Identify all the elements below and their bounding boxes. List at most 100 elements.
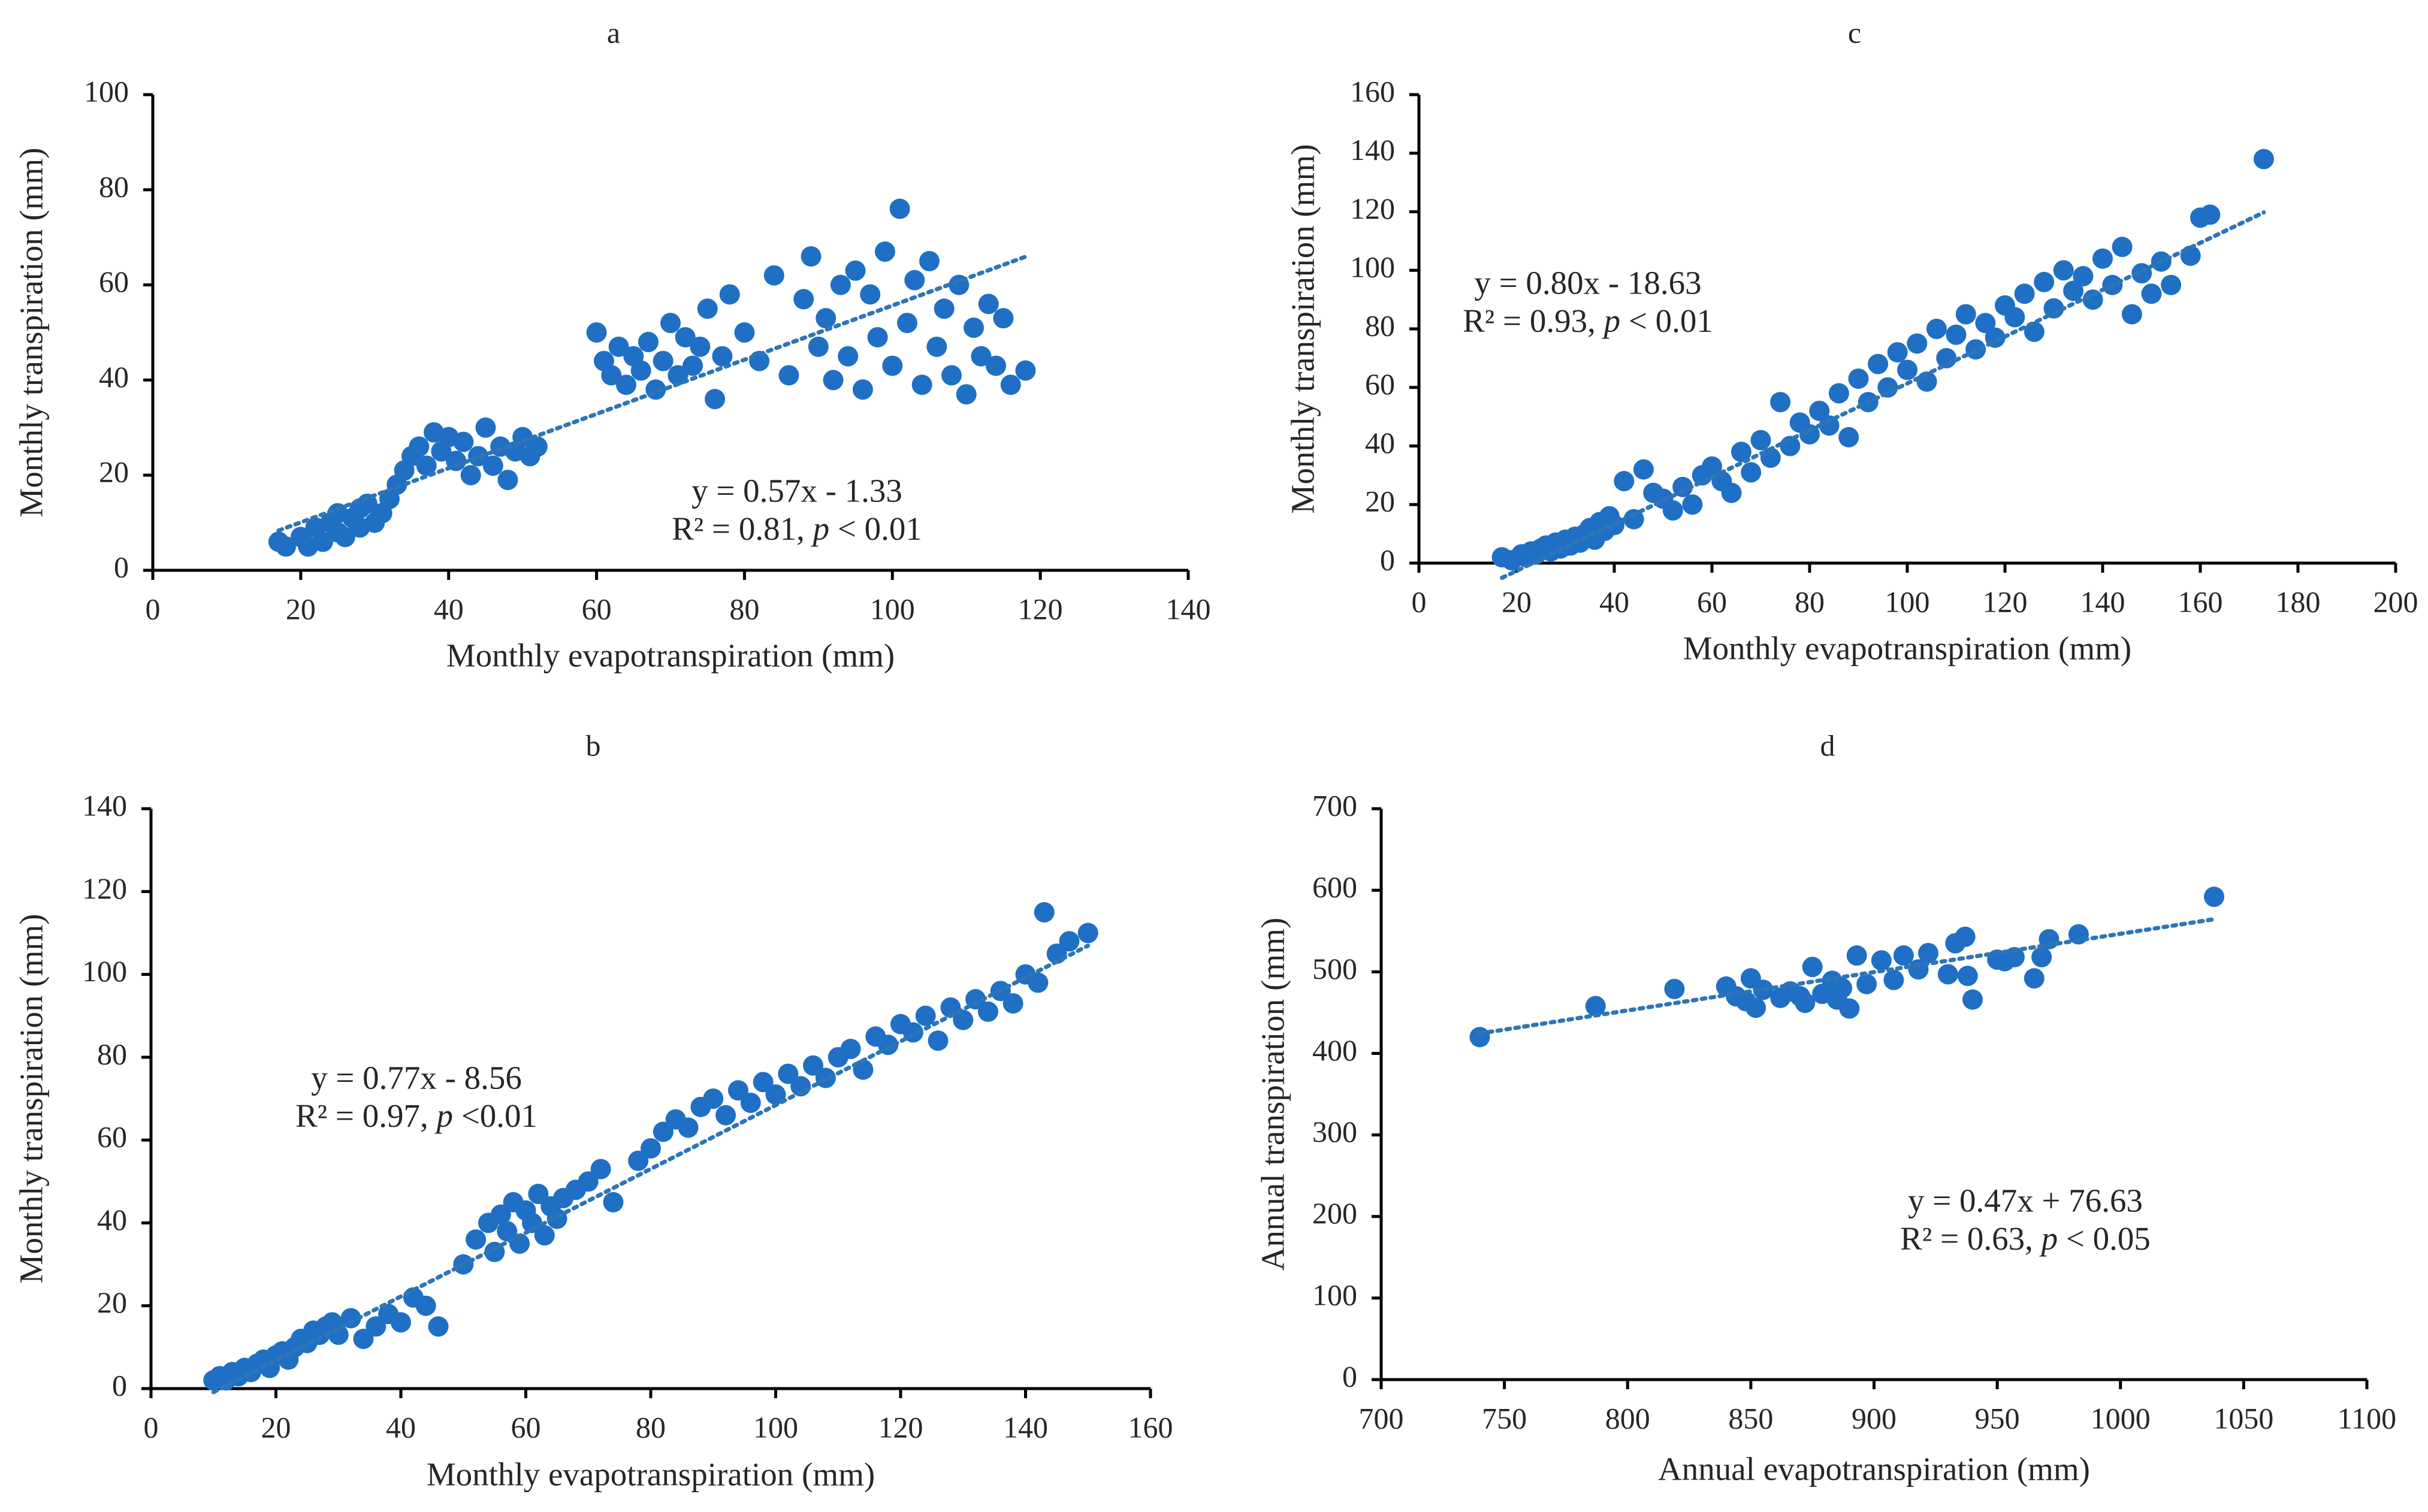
- data-point: [2014, 283, 2035, 304]
- data-point: [915, 1005, 936, 1026]
- data-point: [852, 379, 873, 400]
- data-point: [276, 536, 297, 557]
- r-squared-value: R² = 0.97,: [295, 1097, 436, 1134]
- data-point: [896, 313, 917, 334]
- data-point: [1883, 969, 1904, 990]
- x-tick-label: 140: [1166, 592, 1211, 625]
- data-point: [874, 241, 895, 262]
- y-tick-label: 120: [82, 872, 127, 905]
- regression-equation: y = 0.57x - 1.33: [691, 473, 902, 509]
- data-point: [1962, 989, 1983, 1010]
- data-point: [1955, 304, 1976, 325]
- data-point: [1893, 945, 1914, 966]
- data-point: [340, 1308, 361, 1329]
- y-tick-label: 100: [1312, 1278, 1357, 1311]
- x-axis-title: Monthly evapotranspiration (mm): [427, 1456, 875, 1493]
- data-point: [484, 1241, 505, 1262]
- data-point: [971, 346, 992, 367]
- x-tick-label: 100: [753, 1410, 798, 1444]
- data-point: [334, 527, 355, 548]
- trendline: [1500, 210, 2266, 580]
- data-point: [928, 1030, 949, 1051]
- x-tick-label: 60: [582, 592, 612, 625]
- data-point: [2200, 204, 2221, 225]
- panel-label: b: [586, 728, 601, 762]
- data-point: [653, 1121, 674, 1142]
- p-value: < 0.01: [1620, 303, 1713, 339]
- data-point: [1917, 942, 1938, 963]
- x-tick-label: 80: [636, 1410, 666, 1444]
- data-point: [978, 294, 999, 315]
- y-tick-label: 80: [97, 1037, 127, 1071]
- y-axis-title: Monthly transpiration (mm): [13, 914, 50, 1283]
- data-point: [1957, 966, 1978, 987]
- data-point: [1839, 998, 1860, 1019]
- data-point: [1469, 1027, 1490, 1048]
- p-value: < 0.05: [2058, 1220, 2151, 1257]
- data-point: [793, 289, 814, 310]
- y-tick-label: 20: [97, 1286, 127, 1319]
- data-point: [608, 336, 629, 357]
- data-point: [1897, 359, 1917, 380]
- y-tick-label: 0: [1342, 1359, 1357, 1393]
- data-point: [1077, 923, 1098, 944]
- data-point: [727, 1080, 748, 1101]
- x-tick-label: 1000: [2091, 1401, 2151, 1435]
- x-tick-label: 900: [1852, 1401, 1897, 1435]
- data-point: [2204, 887, 2225, 908]
- data-point: [2043, 298, 2064, 319]
- data-point: [1741, 462, 1762, 483]
- data-point: [940, 997, 961, 1018]
- data-point: [353, 1329, 374, 1350]
- x-tick-label: 140: [2080, 585, 2125, 618]
- x-tick-label: 40: [1599, 585, 1629, 618]
- y-tick-label: 60: [1365, 367, 1395, 401]
- y-tick-label: 0: [1380, 543, 1395, 576]
- data-point: [2092, 248, 2113, 269]
- data-point: [630, 360, 651, 381]
- data-point: [808, 336, 829, 357]
- r-squared-text: R² = 0.81, p < 0.01: [672, 510, 922, 547]
- x-tick-label: 1100: [2338, 1401, 2396, 1435]
- y-tick-label: 600: [1312, 870, 1357, 904]
- data-point: [615, 374, 636, 395]
- data-point: [1770, 392, 1791, 413]
- y-tick-label: 0: [114, 550, 129, 583]
- x-tick-label: 40: [434, 592, 464, 625]
- data-point: [1846, 945, 1867, 966]
- data-point: [490, 1204, 511, 1225]
- p-symbol: p: [2039, 1220, 2058, 1257]
- data-point: [778, 1063, 799, 1084]
- data-point: [977, 1001, 998, 1022]
- data-point: [904, 270, 925, 291]
- y-axis-title: Annual transpiration (mm): [1255, 918, 1291, 1271]
- r-squared-value: R² = 0.63,: [1900, 1220, 2041, 1257]
- y-tick-label: 160: [1350, 74, 1395, 108]
- data-point: [416, 455, 437, 476]
- y-tick-label: 140: [82, 788, 127, 822]
- data-point: [2082, 289, 2103, 310]
- y-tick-label: 80: [99, 170, 129, 203]
- data-point: [527, 436, 548, 457]
- y-tick-label: 40: [1365, 426, 1395, 459]
- data-point: [816, 308, 836, 329]
- r-squared-value: R² = 0.93,: [1463, 303, 1603, 339]
- chart-panel-c: c 0 20 40 60 80 100 120 140 160 0 20 40 60 80 100 120 140…: [1285, 16, 2418, 666]
- data-point: [964, 317, 985, 338]
- x-axis-title: Monthly evapotranspiration (mm): [1683, 630, 2131, 667]
- data-point: [1702, 456, 1722, 477]
- y-tick-label: 500: [1312, 952, 1357, 985]
- x-tick-label: 80: [1795, 585, 1825, 618]
- x-tick-label: 0: [146, 592, 161, 625]
- data-point: [719, 284, 740, 305]
- data-point: [578, 1171, 599, 1192]
- x-tick-label: 40: [386, 1410, 416, 1444]
- p-value: < 0.01: [829, 510, 922, 547]
- chart-panel-b: b 0 20 40 60 80 100 120 140 0 20 40 60 80 100 120 140 160…: [13, 728, 1173, 1492]
- x-tick-label: 60: [511, 1410, 541, 1444]
- data-point: [1633, 459, 1654, 480]
- data-point: [715, 1105, 736, 1126]
- data-point: [366, 1316, 386, 1337]
- x-tick-label: 850: [1728, 1401, 1773, 1435]
- data-point: [2161, 274, 2182, 295]
